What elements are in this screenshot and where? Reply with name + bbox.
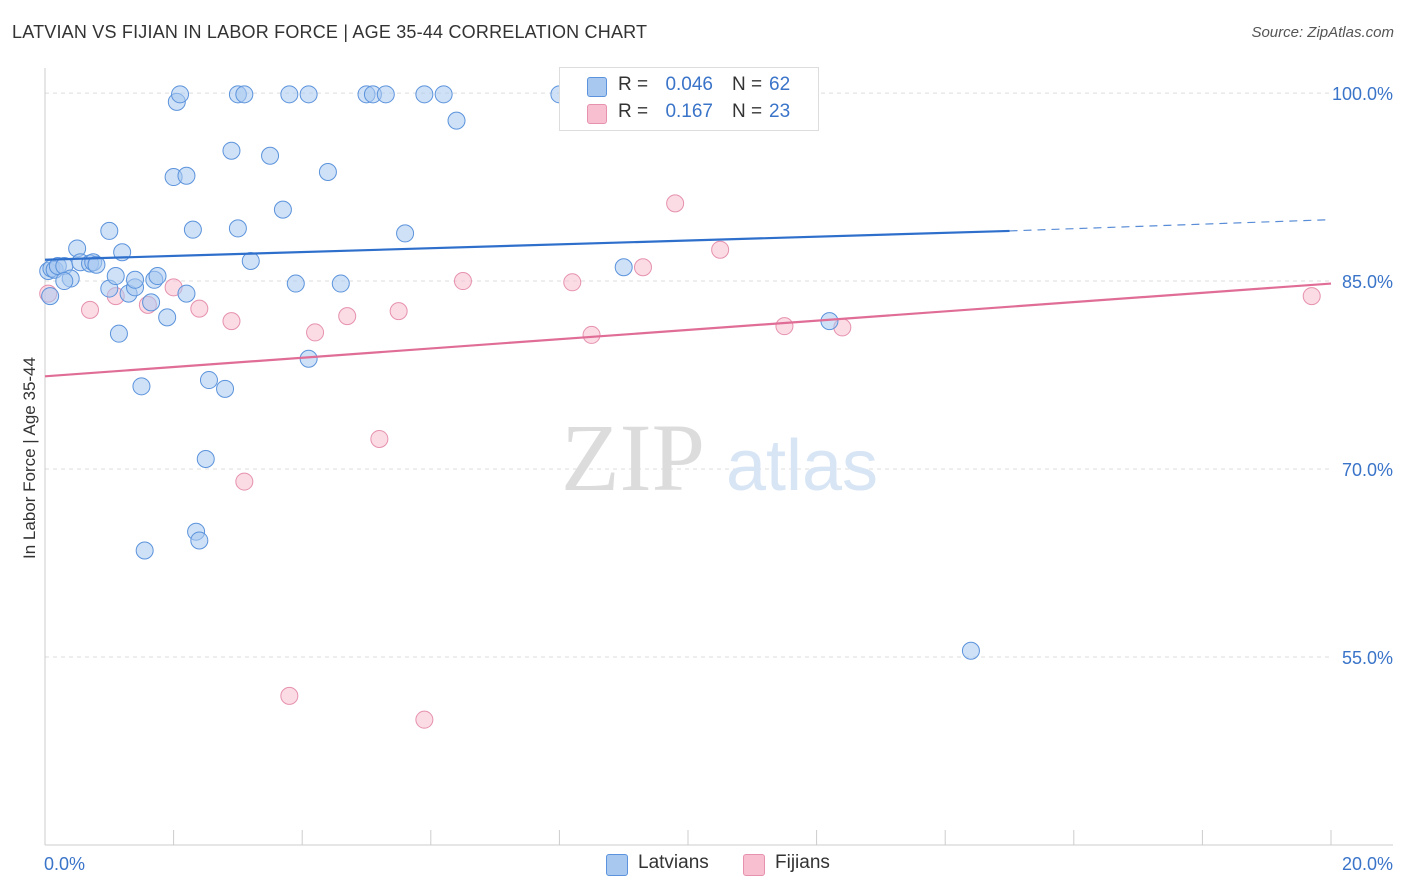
latvian-point [199,371,218,390]
latvian-point [261,146,280,165]
fijian-point [415,710,434,729]
latvian-point [216,379,235,398]
watermark: ZIP atlas [561,404,878,511]
fijian-point [338,307,357,326]
y-tick-label: 100.0% [1332,84,1393,104]
y-tick-label: 85.0% [1342,272,1393,292]
latvian-point [318,163,337,182]
latvian-point [222,141,241,160]
latvian-point [396,224,415,243]
latvian-swatch [587,77,607,97]
legend-row-fijians: R = 0.167 N = 23 [560,101,818,127]
stats-legend: R = 0.046 N = 62 R = 0.167 N = 23 [559,67,819,131]
fijian-point [1302,287,1321,306]
fijian-point [81,300,100,319]
fijian-point [775,317,794,336]
fijian-point [190,299,209,318]
latvian-point [235,85,254,104]
trend-lines [44,219,1332,378]
latvian-point [614,258,633,277]
latvian-trend-extension [1009,219,1332,232]
latvian-point [447,111,466,130]
legend-r-label: R = [618,101,649,122]
watermark-atlas: atlas [726,426,878,506]
x-tick-label: 20.0% [1342,854,1393,874]
latvian-point [87,255,106,274]
latvian-point [196,450,215,469]
legend-n-label: N = [732,74,763,95]
fijians-legend-label: Fijians [775,852,830,873]
latvian-point [280,85,299,104]
latvian-point [376,85,395,104]
latvian-point [434,85,453,104]
latvian-point [41,287,60,306]
fijian-point [563,273,582,292]
legend-row-latvians: R = 0.046 N = 62 [560,74,818,100]
latvian-point [286,274,305,293]
watermark-zip: ZIP [561,404,705,511]
fijian-point [370,429,389,448]
tick-labels: 100.0% 85.0% 70.0% 55.0% 0.0% 20.0% [44,84,1393,874]
gridlines [45,92,1331,658]
latvian-trend-line [44,229,1010,261]
x-tick-label: 0.0% [44,854,85,874]
latvian-point [135,541,154,560]
latvian-point [331,274,350,293]
fijian-point [633,258,652,277]
fijian-point [235,472,254,491]
fijian-swatch [587,104,607,124]
fijian-point [306,323,325,342]
fijian-point [711,240,730,259]
fijian-point [280,686,299,705]
fijian-point [582,325,601,344]
chart-title: LATVIAN VS FIJIAN IN LABOR FORCE | AGE 3… [12,22,648,42]
legend-latvian-n: 62 [769,74,791,95]
latvian-point [177,166,196,185]
axes [44,68,1393,846]
latvian-point [148,267,167,286]
latvians-legend-label: Latvians [638,852,709,873]
latvian-point [299,85,318,104]
fijian-point [453,272,472,291]
fijian-point [389,302,408,321]
latvian-point [55,272,74,291]
latvian-point [177,284,196,303]
latvian-point [171,85,190,104]
latvian-point [273,200,292,219]
source-credit: Source: ZipAtlas.com [1251,24,1394,41]
latvians-legend-swatch [606,854,628,876]
latvian-point [961,641,980,660]
y-tick-label: 70.0% [1342,460,1393,480]
latvian-point [126,270,145,289]
latvian-point [228,219,247,238]
legend-r-label: R = [618,74,649,95]
latvian-point [109,324,128,343]
legend-fijian-n: 23 [769,101,791,122]
latvian-point [132,377,151,396]
legend-n-label: N = [732,101,763,122]
latvian-points [39,85,980,660]
legend-latvian-r: 0.046 [665,74,713,95]
latvian-point [100,221,119,240]
latvian-point [415,85,434,104]
legend-fijian-r: 0.167 [665,101,713,122]
fijian-point [222,312,241,331]
latvian-point [241,251,260,270]
latvian-point [183,220,202,239]
latvian-point [158,308,177,327]
fijian-trend-line [44,282,1332,378]
fijians-legend-swatch [743,854,765,876]
fijian-point [666,194,685,213]
latvian-point [142,293,161,312]
y-tick-label: 55.0% [1342,648,1393,668]
latvian-point [106,267,125,286]
latvian-point [190,531,209,550]
